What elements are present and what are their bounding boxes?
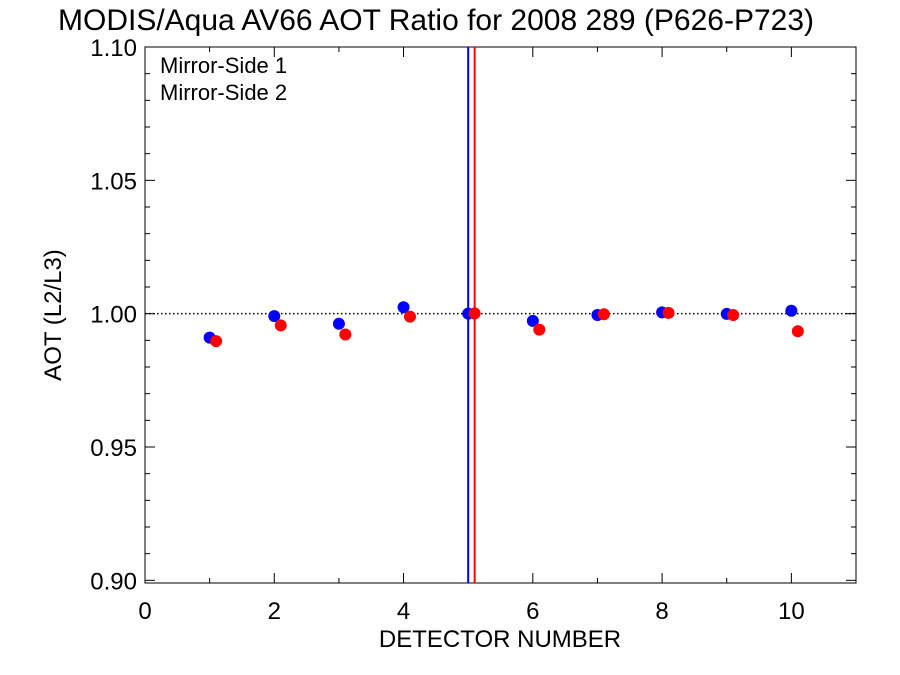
point-mirror-side-2 — [468, 307, 481, 320]
reference-lines — [145, 47, 856, 583]
point-mirror-side-2 — [339, 328, 352, 341]
y-tick-label: 1.00 — [90, 302, 137, 329]
x-tick-label: 8 — [655, 598, 668, 625]
chart-title: MODIS/Aqua AV66 AOT Ratio for 2008 289 (… — [58, 4, 814, 37]
x-tick-label: 2 — [268, 598, 281, 625]
y-axis: 0.90 0.95 1.00 1.05 1.10 — [90, 35, 856, 595]
y-tick-label: 0.90 — [90, 568, 137, 595]
y-axis-label: AOT (L2/L3) — [40, 249, 67, 381]
legend-item-mirror-side-2: Mirror-Side 2 — [160, 80, 287, 105]
point-mirror-side-1 — [397, 301, 410, 314]
legend-item-mirror-side-1: Mirror-Side 1 — [160, 53, 287, 78]
x-tick-label: 0 — [138, 598, 151, 625]
y-tick-label: 1.05 — [90, 168, 137, 195]
point-mirror-side-2 — [791, 325, 804, 338]
point-mirror-side-1 — [526, 314, 539, 327]
x-axis-label: DETECTOR NUMBER — [379, 626, 621, 653]
point-mirror-side-2 — [210, 335, 223, 348]
point-mirror-side-2 — [274, 319, 287, 332]
point-mirror-side-2 — [404, 310, 417, 323]
point-mirror-side-2 — [727, 309, 740, 321]
point-mirror-side-1 — [332, 317, 345, 330]
x-tick-label: 10 — [778, 598, 805, 625]
y-tick-label: 1.10 — [90, 35, 137, 62]
plot-frame — [144, 46, 857, 584]
point-mirror-side-2 — [597, 308, 610, 321]
x-tick-label: 4 — [397, 598, 410, 625]
x-axis: 0 2 4 6 8 10 — [138, 47, 857, 625]
point-mirror-side-1 — [268, 310, 281, 323]
point-mirror-side-2 — [533, 323, 546, 336]
x-tick-label: 6 — [526, 598, 539, 625]
point-mirror-side-2 — [662, 306, 675, 319]
y-tick-label: 0.95 — [90, 435, 137, 462]
point-mirror-side-1 — [785, 304, 798, 317]
data-points — [203, 301, 804, 348]
